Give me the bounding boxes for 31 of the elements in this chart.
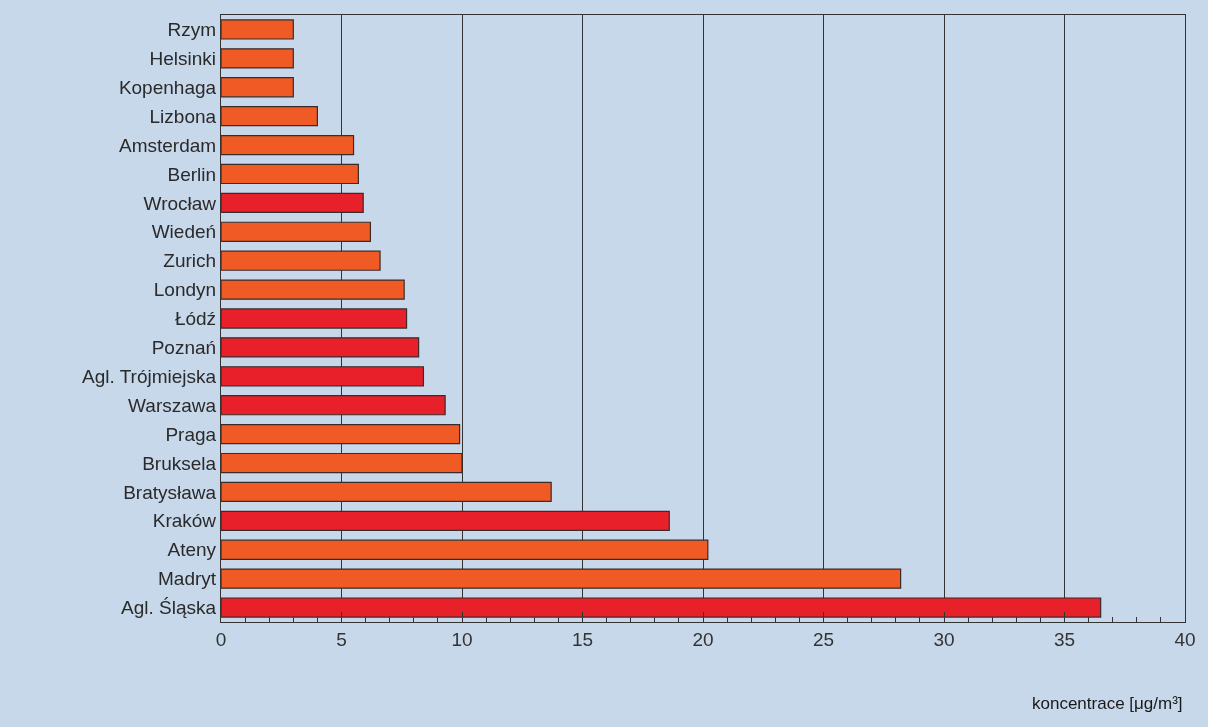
x-tick-label: 10 — [451, 628, 473, 650]
x-tick-label: 20 — [692, 628, 714, 650]
x-axis-title: koncentrace [μg/m³] — [1032, 694, 1183, 713]
y-tick-label: Agl. Śląska — [121, 597, 217, 619]
y-tick-label: Berlin — [167, 163, 217, 185]
y-tick-label: Kopenhaga — [118, 76, 217, 98]
x-tick-label: 35 — [1053, 628, 1076, 650]
x-tick-label: 0 — [215, 628, 227, 650]
y-tick-label: Warszawa — [128, 394, 217, 416]
x-tick-label: 40 — [1174, 628, 1196, 650]
y-tick-label: Madryt — [158, 568, 217, 590]
y-tick-label: Helsinki — [149, 48, 217, 70]
y-tick-label: Zurich — [163, 250, 217, 272]
y-tick-label: Rzym — [167, 19, 217, 41]
y-tick-label: Wrocław — [143, 192, 217, 214]
y-tick-label: Ateny — [167, 539, 217, 561]
y-tick-label: Bratysława — [123, 481, 217, 503]
y-tick-label: Bruksela — [142, 452, 217, 474]
x-tick-label: 30 — [933, 628, 955, 650]
y-tick-label: Wiedeń — [151, 221, 217, 243]
x-tick-label: 5 — [336, 628, 347, 650]
y-tick-label: Londyn — [153, 279, 217, 301]
y-tick-label: Agl. Trójmiejska — [81, 365, 217, 387]
y-tick-label: Praga — [165, 423, 217, 445]
y-tick-label: Amsterdam — [118, 134, 217, 156]
y-tick-label: Lizbona — [149, 105, 217, 127]
y-tick-label: Łódź — [174, 308, 217, 330]
y-tick-label: Poznań — [151, 337, 217, 359]
y-tick-label: Kraków — [152, 510, 217, 532]
x-tick-label: 15 — [571, 628, 594, 650]
x-tick-label: 25 — [812, 628, 835, 650]
